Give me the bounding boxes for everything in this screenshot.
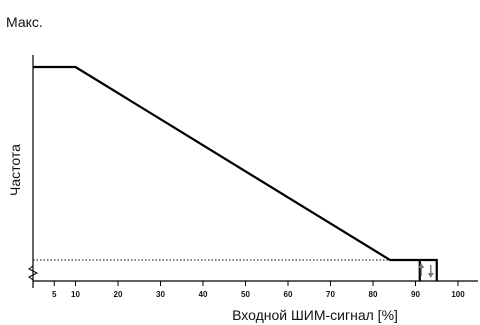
x-tick-label: 30	[156, 290, 165, 299]
hysteresis-up-arrowhead	[418, 263, 425, 268]
x-tick-label: 5	[52, 290, 57, 299]
series-line	[33, 65, 438, 281]
hysteresis-layer	[418, 260, 434, 281]
x-tick-label: 50	[241, 290, 250, 299]
x-tick-label: 40	[199, 290, 208, 299]
x-tick-label: 10	[71, 290, 80, 299]
x-axis-label: Входной ШИМ-сигнал [%]	[232, 307, 398, 323]
x-tick-label: 100	[451, 290, 465, 299]
x-ticks: 5 10 20 30 40 50 60 70 80 90 100	[52, 281, 465, 299]
axis-break-mark	[28, 265, 39, 281]
hysteresis-down-arrowhead	[427, 273, 434, 278]
x-tick-label: 90	[411, 290, 420, 299]
x-tick-label: 80	[369, 290, 378, 299]
x-tick-label: 70	[326, 290, 335, 299]
x-tick-label: 60	[284, 290, 293, 299]
y-max-label: Макс.	[6, 14, 43, 30]
series-layer	[33, 65, 438, 281]
x-tick-label: 20	[114, 290, 123, 299]
y-axis-label: Частота	[7, 144, 23, 196]
